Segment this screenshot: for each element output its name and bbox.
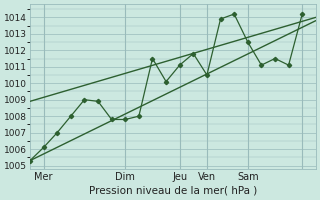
- X-axis label: Pression niveau de la mer( hPa ): Pression niveau de la mer( hPa ): [89, 186, 257, 196]
